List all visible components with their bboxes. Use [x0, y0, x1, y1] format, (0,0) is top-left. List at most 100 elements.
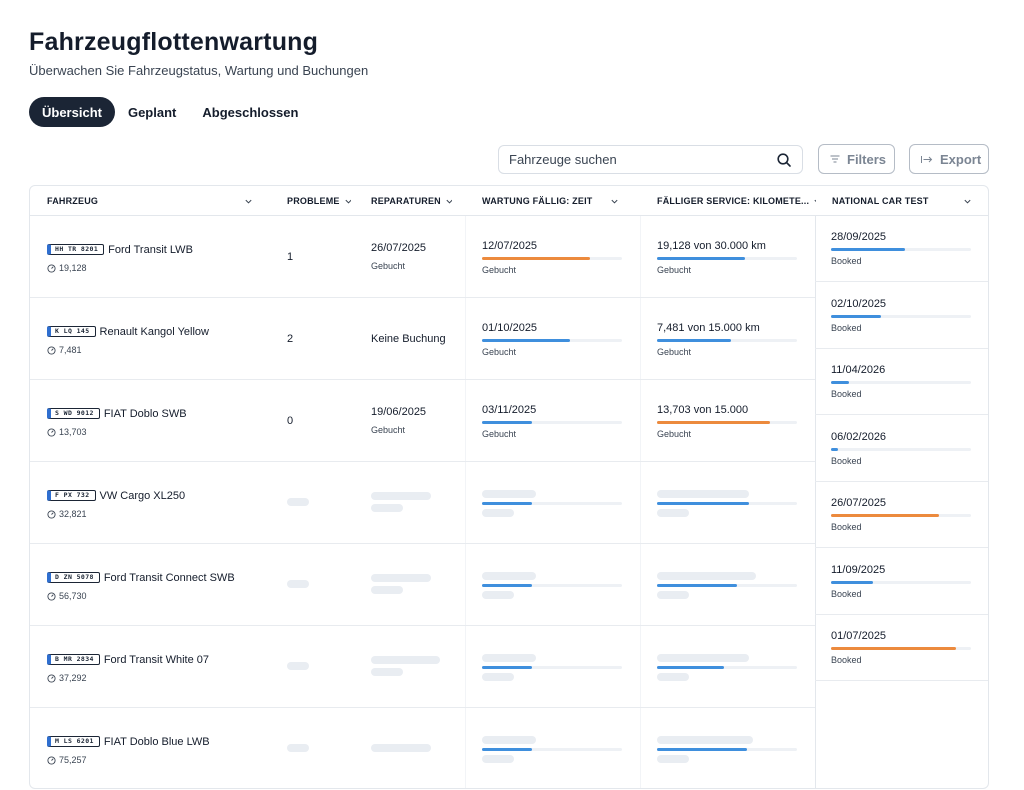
odometer: 13,703	[47, 427, 267, 437]
column-header-label: NATIONAL CAR TEST	[832, 196, 929, 206]
due-time-progress	[482, 502, 622, 505]
problems-count: 0	[287, 415, 294, 427]
filters-button[interactable]: Filters	[818, 144, 895, 174]
progress-fill	[482, 584, 533, 587]
odometer-value: 37,292	[59, 673, 87, 683]
column-header-repairs[interactable]: REPARATUREN	[371, 186, 452, 216]
page-title: Fahrzeugflottenwartung	[29, 28, 319, 56]
skeleton-due-time	[482, 673, 514, 681]
vehicle-line: K LQ 145 Renault Kangol Yellow	[47, 323, 267, 341]
problems-count: 1	[287, 251, 294, 263]
progress-fill	[831, 514, 939, 517]
repair-status: Gebucht	[371, 261, 406, 271]
license-plate: S WD 9012	[47, 408, 100, 420]
repair-status: Gebucht	[371, 425, 406, 435]
skeleton-problems	[287, 662, 309, 670]
vehicle-name: Renault Kangol Yellow	[99, 325, 209, 338]
skeleton-repairs	[371, 668, 403, 676]
column-header-label: PROBLEME	[287, 196, 340, 206]
skeleton-due-time	[482, 736, 536, 744]
column-header-nct[interactable]: NATIONAL CAR TEST	[832, 186, 972, 216]
repair-date: 19/06/2025	[371, 406, 427, 418]
speedometer-icon	[47, 755, 59, 765]
due-km-value: 13,703 von 15.000	[657, 404, 749, 416]
search-input[interactable]	[509, 152, 776, 167]
odometer: 56,730	[47, 591, 267, 601]
export-button[interactable]: Export	[909, 144, 989, 174]
speedometer-icon	[47, 345, 59, 355]
table-row[interactable]: F PX 732 VW Cargo XL250 32,821	[30, 462, 815, 544]
nct-item[interactable]: 26/07/2025 Booked	[815, 482, 988, 548]
license-plate: HH TR 8201	[47, 244, 105, 256]
due-time-status: Gebucht	[482, 429, 517, 439]
nct-date: 02/10/2025	[831, 297, 887, 310]
due-km-progress	[657, 502, 797, 505]
license-plate: B MR 2834	[47, 654, 100, 666]
nct-item[interactable]: 11/04/2026 Booked	[815, 349, 988, 415]
nct-item[interactable]: 28/09/2025 Booked	[815, 216, 988, 282]
search-icon[interactable]	[776, 152, 792, 168]
chevron-down-icon	[446, 199, 452, 204]
due-time-progress	[482, 257, 622, 260]
vehicle-name: Ford Transit White 07	[103, 653, 209, 666]
skeleton-problems	[287, 498, 309, 506]
table-row[interactable]: B MR 2834 Ford Transit White 07 37,292	[30, 626, 815, 708]
column-header-label: FAHRZEUG	[47, 196, 99, 206]
table-row[interactable]: K LQ 145 Renault Kangol Yellow 7,481 2 Keine…	[30, 298, 815, 380]
speedometer-icon	[47, 427, 59, 437]
column-header-problems[interactable]: PROBLEME	[287, 186, 351, 216]
vehicle-cell: B MR 2834 Ford Transit White 07 37,292	[47, 651, 267, 683]
vehicle-line: B MR 2834 Ford Transit White 07	[47, 651, 267, 669]
repair-date: 26/07/2025	[371, 242, 427, 254]
progress-fill	[657, 339, 732, 342]
column-header-vehicle[interactable]: FAHRZEUG	[47, 186, 253, 216]
speedometer-icon	[47, 509, 59, 519]
column-header-label: REPARATUREN	[371, 196, 441, 206]
table-row[interactable]: HH TR 8201 Ford Transit LWB 19,128 1 26/07/2…	[30, 216, 815, 298]
odometer: 37,292	[47, 673, 267, 683]
column-divider	[815, 216, 816, 788]
tab-completed[interactable]: Abgeschlossen	[202, 104, 299, 120]
repair-date: Keine Buchung	[371, 333, 446, 345]
nct-item[interactable]: 01/07/2025 Booked	[815, 615, 988, 681]
skeleton-due-time	[482, 572, 536, 580]
skeleton-problems	[287, 744, 309, 752]
chevron-down-icon	[964, 199, 971, 204]
odometer-value: 13,703	[59, 427, 87, 437]
progress-fill	[657, 502, 750, 505]
skeleton-due-km	[657, 591, 689, 599]
progress-fill	[831, 314, 882, 318]
skeleton-repairs	[371, 492, 431, 500]
vehicle-cell: S WD 9012 FIAT Doblo SWB 13,703	[47, 405, 267, 437]
nct-status: Booked	[831, 322, 862, 333]
due-km-progress	[657, 421, 797, 424]
vehicle-cell: K LQ 145 Renault Kangol Yellow 7,481	[47, 323, 267, 355]
vehicle-cell: M LS 6201 FIAT Doblo Blue LWB 75,257	[47, 733, 267, 765]
odometer-value: 7,481	[59, 345, 82, 355]
table-header: FAHRZEUG PROBLEME REPARATUREN WARTUNG FÄ…	[30, 186, 988, 216]
column-header-due-time[interactable]: WARTUNG FÄLLIG: ZEIT	[482, 186, 619, 216]
due-time-status: Gebucht	[482, 265, 517, 275]
odometer-value: 32,821	[59, 509, 87, 519]
table-row[interactable]: M LS 6201 FIAT Doblo Blue LWB 75,257	[30, 708, 815, 788]
nct-item[interactable]: 11/09/2025 Booked	[815, 549, 988, 615]
progress-fill	[831, 447, 838, 451]
table-row[interactable]: D ZN 5078 Ford Transit Connect SWB 56,730	[30, 544, 815, 626]
skeleton-repairs	[371, 574, 431, 582]
table-row[interactable]: S WD 9012 FIAT Doblo SWB 13,703 0 19/06/2025…	[30, 380, 815, 462]
tab-overview[interactable]: Übersicht	[29, 97, 115, 127]
tab-planned[interactable]: Geplant	[127, 104, 177, 120]
due-km-progress	[657, 748, 797, 751]
due-time-progress	[482, 666, 622, 669]
nct-item[interactable]: 06/02/2026 Booked	[815, 416, 988, 482]
nct-status: Booked	[831, 389, 862, 399]
column-header-due-km[interactable]: FÄLLIGER SERVICE: KILOMETE...	[657, 186, 816, 216]
skeleton-due-km	[657, 572, 756, 580]
skeleton-repairs	[371, 504, 403, 512]
vehicle-line: M LS 6201 FIAT Doblo Blue LWB	[47, 733, 267, 751]
nct-progress	[831, 647, 971, 650]
due-time-progress	[482, 339, 622, 342]
nct-progress	[831, 248, 971, 251]
nct-item[interactable]: 02/10/2025 Booked	[815, 283, 988, 349]
nct-date: 06/02/2026	[831, 430, 887, 443]
